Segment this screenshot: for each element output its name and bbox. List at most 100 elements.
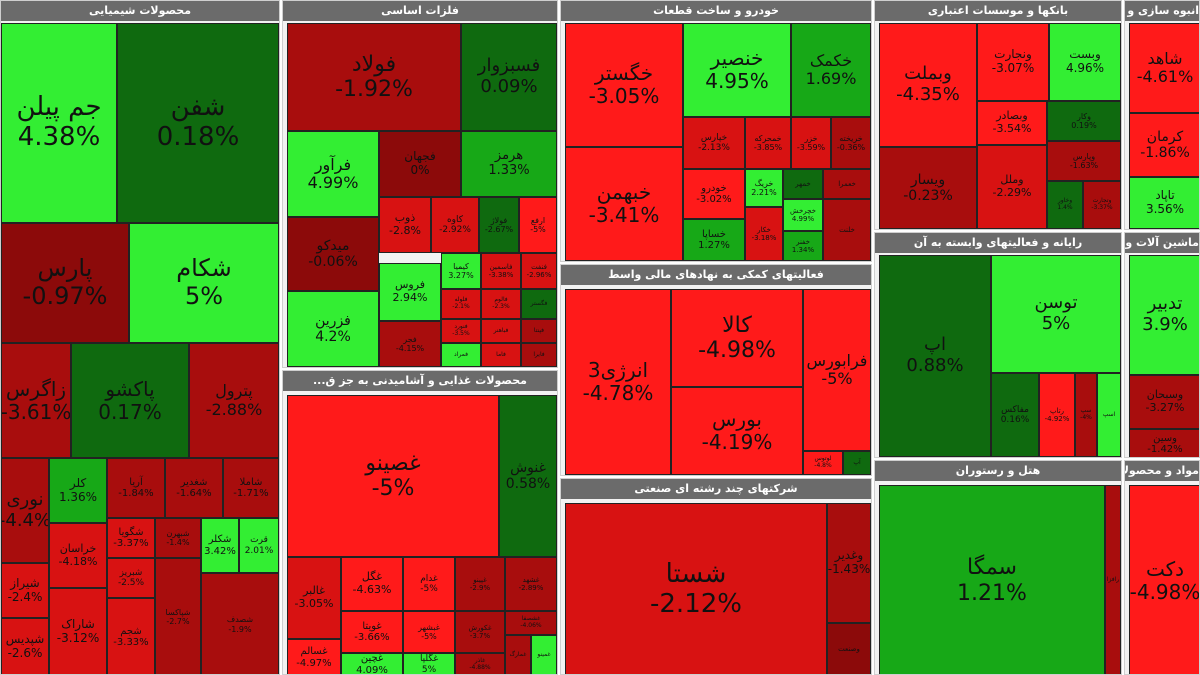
stock-tile[interactable]: شغدیر -1.64% <box>165 458 223 518</box>
stock-tile[interactable]: پارس -0.97% <box>1 223 129 343</box>
stock-tile[interactable]: فگستر <box>521 289 557 319</box>
stock-tile[interactable]: کلر 1.36% <box>49 458 107 523</box>
stock-tile[interactable]: فروس 2.94% <box>379 263 441 321</box>
stock-tile[interactable]: مفاکس 0.16% <box>991 373 1039 457</box>
stock-tile[interactable]: وملل -2.29% <box>977 145 1047 229</box>
stock-tile[interactable]: غشهد -2.89% <box>505 557 557 611</box>
stock-tile[interactable]: ونجارت -3.07% <box>977 23 1049 101</box>
stock-tile[interactable]: وبملت -4.35% <box>879 23 977 147</box>
stock-tile[interactable]: سمگا 1.21% <box>879 485 1105 674</box>
stock-tile[interactable]: فالوم -2.3% <box>481 289 521 319</box>
stock-tile[interactable]: غچین 4.09% <box>341 653 403 674</box>
stock-tile[interactable]: پاکشو 0.17% <box>71 343 189 458</box>
stock-tile[interactable]: کالا -4.98% <box>671 289 803 387</box>
stock-tile[interactable]: وصنعت <box>827 623 871 674</box>
stock-tile[interactable]: شکام 5% <box>129 223 279 343</box>
stock-tile[interactable]: وغدیر -1.43% <box>827 503 871 623</box>
stock-tile[interactable]: فلوله -2.1% <box>441 289 481 319</box>
stock-tile[interactable]: فنفت -2.96% <box>521 253 557 289</box>
stock-tile[interactable]: ویسار -0.23% <box>879 147 977 229</box>
stock-tile[interactable]: شجم -3.33% <box>107 598 155 674</box>
stock-tile[interactable]: شستا -2.12% <box>565 503 827 674</box>
stock-tile[interactable]: زاگرس -3.61% <box>1 343 71 458</box>
stock-tile[interactable]: شکلر 3.42% <box>201 518 239 573</box>
stock-tile[interactable]: شاملا -1.71% <box>223 458 279 518</box>
stock-tile[interactable]: غپینو -2.9% <box>455 557 505 611</box>
stock-tile[interactable]: فجهان 0% <box>379 131 461 197</box>
stock-tile[interactable]: فنورد -3.5% <box>441 319 481 343</box>
stock-tile[interactable]: اسپ <box>1097 373 1121 457</box>
stock-tile[interactable]: خمهر <box>783 169 823 199</box>
stock-tile[interactable]: میدکو -0.06% <box>287 217 379 291</box>
stock-tile[interactable]: غکورش -3.7% <box>455 611 505 653</box>
stock-tile[interactable]: توسن 5% <box>991 255 1121 373</box>
stock-tile[interactable]: انرژی3 -4.78% <box>565 289 671 475</box>
stock-tile[interactable]: شصدف -1.9% <box>201 573 279 674</box>
stock-tile[interactable]: خچرخش 4.99% <box>783 199 823 231</box>
stock-tile[interactable]: غمارگ <box>505 635 531 674</box>
stock-tile[interactable]: رتاپ -4.92% <box>1039 373 1075 457</box>
stock-tile[interactable]: غمینو <box>531 635 557 674</box>
stock-tile[interactable]: اپ 0.88% <box>879 255 991 457</box>
stock-tile[interactable]: فباهنر <box>481 319 521 343</box>
stock-tile[interactable]: وسبحان -3.27% <box>1129 375 1199 429</box>
stock-tile[interactable]: غگلپا 5% <box>403 653 455 674</box>
stock-tile[interactable]: وسین -1.42% <box>1129 429 1199 457</box>
stock-tile[interactable]: رافزا <box>1105 485 1121 674</box>
stock-tile[interactable]: فرآور 4.99% <box>287 131 379 217</box>
stock-tile[interactable]: سپ -4% <box>1075 373 1097 457</box>
stock-tile[interactable]: ذوب -2.8% <box>379 197 431 253</box>
stock-tile[interactable]: خبهمن -3.41% <box>565 147 683 261</box>
stock-tile[interactable]: کرمان -1.86% <box>1129 113 1199 177</box>
stock-tile[interactable]: خکار -3.18% <box>745 207 783 261</box>
stock-tile[interactable]: وبست 4.96% <box>1049 23 1121 101</box>
stock-tile[interactable]: پترول -2.88% <box>189 343 279 458</box>
stock-tile[interactable]: خلنت <box>823 199 871 261</box>
stock-tile[interactable]: خساپا 1.27% <box>683 219 745 261</box>
stock-tile[interactable]: شبریز -2.5% <box>107 558 155 598</box>
stock-tile[interactable]: وکار 0.19% <box>1047 101 1121 141</box>
stock-tile[interactable]: شاهد -4.61% <box>1129 23 1199 113</box>
stock-tile[interactable]: غسالم -4.97% <box>287 639 341 674</box>
stock-tile[interactable]: خریخته -0.36% <box>831 117 871 169</box>
stock-tile[interactable]: خراسان -4.18% <box>49 523 107 588</box>
stock-tile[interactable]: فرابورس -5% <box>803 289 871 451</box>
stock-tile[interactable]: نوری -4.4% <box>1 458 49 563</box>
stock-tile[interactable]: آپ <box>843 451 871 475</box>
stock-tile[interactable]: تاپاد 3.56% <box>1129 177 1199 229</box>
stock-tile[interactable]: شگویا -3.37% <box>107 518 155 558</box>
stock-tile[interactable]: خگستر -3.05% <box>565 23 683 147</box>
stock-tile[interactable]: غالبر -3.05% <box>287 557 341 639</box>
stock-tile[interactable]: شیراز -2.4% <box>1 563 49 618</box>
stock-tile[interactable]: فایرا <box>521 343 557 367</box>
stock-tile[interactable]: غبشهر -5% <box>403 611 455 653</box>
stock-tile[interactable]: جم پیلن 4.38% <box>1 23 117 223</box>
stock-tile[interactable]: وپارس -1.63% <box>1047 141 1121 181</box>
stock-tile[interactable]: کیمیا 3.27% <box>441 253 481 289</box>
stock-tile[interactable]: خزر -3.59% <box>791 117 831 169</box>
stock-tile[interactable]: شپاکسا -2.7% <box>155 558 201 674</box>
stock-tile[interactable]: ارفع -5% <box>519 197 557 253</box>
stock-tile[interactable]: وبصادر -3.54% <box>977 101 1047 145</box>
stock-tile[interactable]: غاذر -4.88% <box>455 653 505 674</box>
stock-tile[interactable]: فولاد -1.92% <box>287 23 461 131</box>
stock-tile[interactable]: خمحرکه -3.85% <box>745 117 791 169</box>
stock-tile[interactable]: خریگ 2.21% <box>745 169 783 207</box>
stock-tile[interactable]: دکت -4.98% <box>1129 485 1199 674</box>
stock-tile[interactable]: شبهرن -1.4% <box>155 518 201 558</box>
stock-tile[interactable]: فمراد <box>441 343 481 367</box>
stock-tile[interactable]: لوتوس -4.8% <box>803 451 843 475</box>
stock-tile[interactable]: تدبیر 3.9% <box>1129 255 1199 375</box>
stock-tile[interactable]: خفنر 1.34% <box>783 231 823 261</box>
stock-tile[interactable]: فپنتا <box>521 319 557 343</box>
stock-tile[interactable]: غشصفا -4.06% <box>505 611 557 635</box>
stock-tile[interactable]: خنصیر 4.95% <box>683 23 791 117</box>
stock-tile[interactable]: خعمرا <box>823 169 871 199</box>
stock-tile[interactable]: غنوش 0.58% <box>499 395 557 557</box>
stock-tile[interactable]: قرت 2.01% <box>239 518 279 573</box>
stock-tile[interactable]: فزرین 4.2% <box>287 291 379 367</box>
stock-tile[interactable]: غصینو -5% <box>287 395 499 557</box>
stock-tile[interactable]: غگل -4.63% <box>341 557 403 611</box>
stock-tile[interactable]: هرمز 1.33% <box>461 131 557 197</box>
stock-tile[interactable]: فاسمین -3.38% <box>481 253 521 289</box>
